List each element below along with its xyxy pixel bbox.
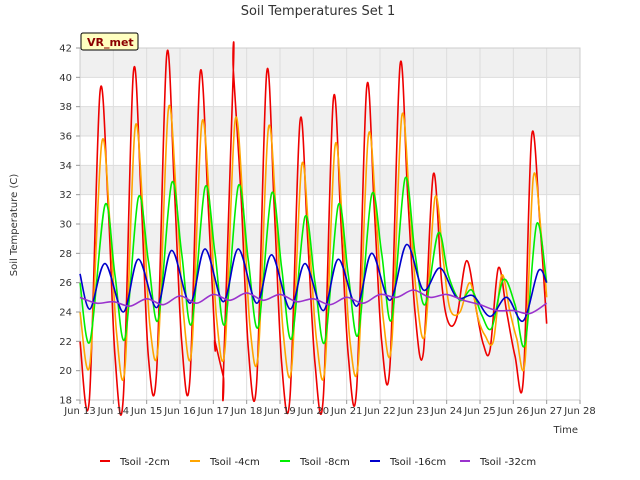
y-tick-label: 34 [59,161,72,172]
x-tick-label: Jun 17 [197,406,230,417]
x-axis-title: Time [553,425,578,436]
y-tick-label: 22 [59,337,72,348]
x-tick-label: Jun 15 [130,406,163,417]
y-tick-label: 32 [59,190,72,201]
x-tick-label: Jun 18 [230,406,263,417]
legend-label: Tsoil -32cm [479,457,536,468]
station-label-box: VR_met [80,32,139,51]
x-tick-label: Jun 16 [163,406,196,417]
chart-title: Soil Temperatures Set 1 [241,4,396,19]
y-tick-label: 36 [59,132,72,143]
x-tick-label: Jun 27 [530,406,563,417]
y-tick-label: 24 [59,308,72,319]
y-tick-label: 28 [59,249,72,260]
y-tick-label: 20 [59,366,72,377]
series-line-tsoil-32cm [79,289,548,315]
plot-band [80,106,580,136]
x-tick-label: Jun 14 [97,406,130,417]
legend: Tsoil -2cm Tsoil -4cm Tsoil -8cm Tsoil -16c… [100,457,536,468]
y-tick-label: 42 [59,44,72,55]
legend-label: Tsoil -16cm [389,457,446,468]
legend-label: Tsoil -4cm [209,457,260,468]
station-label-background [80,32,139,51]
y-tick-label: 38 [59,102,72,113]
series-line-tsoil-2cm [79,41,548,416]
y-tick-label: 26 [59,278,72,289]
x-tick-label: Jun 21 [330,406,363,417]
series-lines [79,41,548,416]
series-line-tsoil-16cm [79,243,548,322]
plot-band [80,48,580,78]
x-tick-label: Jun 24 [430,406,463,417]
y-axis-ticks: 18 20 22 24 26 28 30 32 34 36 38 40 42 [59,44,80,407]
legend-label: Tsoil -2cm [119,457,170,468]
y-tick-label: 30 [59,220,72,231]
x-tick-label: Jun 19 [263,406,296,417]
y-axis-title: Soil Temperature (C) [9,174,20,277]
y-tick-label: 40 [59,73,72,84]
series-line-tsoil-4cm [79,104,548,382]
y-tick-label: 18 [59,396,72,407]
x-tick-label: Jun 22 [363,406,396,417]
plot-band [80,341,580,371]
x-tick-label: Jun 28 [563,406,596,417]
x-tick-label: Jun 26 [497,406,530,417]
x-tick-label: Jun 13 [63,406,96,417]
x-tick-label: Jun 25 [463,406,496,417]
x-tick-label: Jun 20 [297,406,330,417]
x-axis-ticks: Jun 13 Jun 14 Jun 15 Jun 16 Jun 17 Jun 18 Jun … [63,400,596,417]
series-line-tsoil-8cm [79,176,548,348]
legend-label: Tsoil -8cm [299,457,350,468]
station-label: VR_met [87,36,134,49]
x-tick-label: Jun 23 [397,406,430,417]
